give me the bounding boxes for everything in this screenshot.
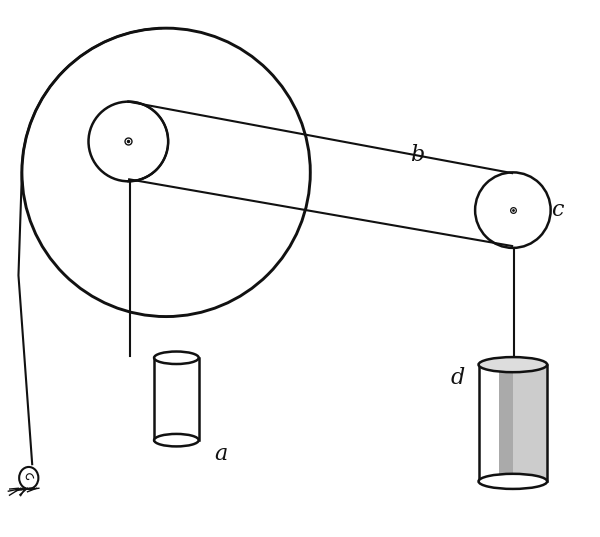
Ellipse shape [154,352,199,364]
Bar [499,365,513,481]
Text: c: c [551,199,564,221]
Ellipse shape [479,357,547,372]
Ellipse shape [479,474,547,489]
Ellipse shape [19,467,38,489]
Text: a: a [214,443,227,465]
Ellipse shape [154,434,199,446]
Bar [479,365,547,481]
Bar [154,358,199,440]
Text: b: b [410,144,424,166]
Text: d: d [451,367,465,389]
Bar [513,365,547,481]
